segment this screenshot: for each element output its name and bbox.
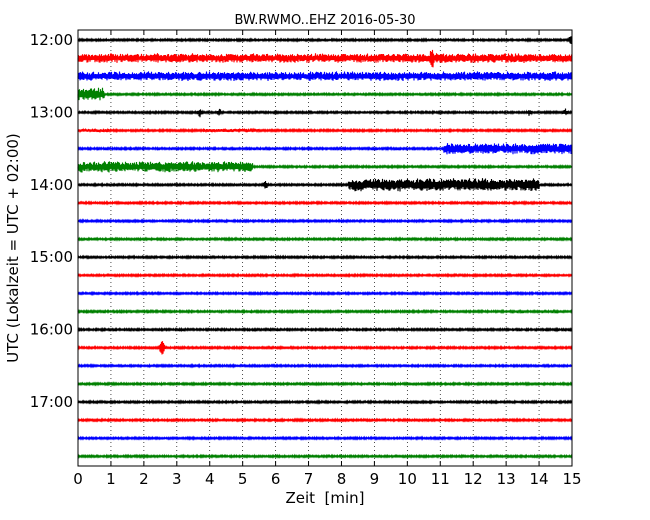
x-axis: 0 1 2 3 4 5 6 7 8 9 10 11 12 13 14 15 (73, 30, 582, 488)
plot-frame (77, 29, 573, 467)
x-tick-label: 9 (370, 470, 380, 488)
trace-line (77, 87, 573, 101)
x-axis-label: Zeit [min] (285, 489, 364, 507)
trace-line (77, 435, 573, 442)
y-tick-label: 13:00 (30, 103, 73, 121)
trace-line (77, 399, 573, 405)
x-tick-label: 2 (139, 470, 149, 488)
x-tick-label: 1 (106, 470, 116, 488)
trace-line (77, 161, 573, 173)
chart-title: BW.RWMO..EHZ 2016-05-30 (234, 13, 415, 28)
y-axis-label: UTC (Lokalzeit = UTC + 02:00) (4, 133, 22, 363)
trace-line (77, 362, 573, 369)
x-tick-label: 13 (497, 470, 516, 488)
y-tick-label: 17:00 (30, 393, 73, 411)
trace-line (77, 178, 573, 192)
trace-line (77, 127, 573, 134)
trace-line (77, 49, 573, 68)
trace-line (77, 272, 573, 279)
y-tick-label: 14:00 (30, 176, 73, 194)
x-tick-label: 8 (337, 470, 347, 488)
trace-line (77, 290, 573, 297)
trace-group (77, 36, 573, 460)
grid-lines (110, 30, 540, 466)
y-axis: 12:00 13:00 14:00 15:00 16:00 17:00 (30, 31, 572, 411)
x-tick-label: 12 (464, 470, 483, 488)
trace-line (77, 326, 573, 333)
x-tick-label: 4 (205, 470, 215, 488)
x-tick-label: 5 (238, 470, 248, 488)
y-tick-label: 15:00 (30, 248, 73, 266)
trace-line (77, 236, 573, 242)
y-tick-label: 12:00 (30, 31, 73, 49)
trace-line (77, 143, 573, 155)
x-tick-label: 11 (431, 470, 450, 488)
trace-line (77, 308, 573, 315)
trace-line (77, 453, 573, 460)
trace-line (77, 71, 573, 82)
trace-line (77, 200, 573, 206)
x-tick-label: 3 (172, 470, 182, 488)
trace-line (77, 341, 573, 355)
trace-line (77, 417, 573, 423)
trace-line (77, 381, 573, 387)
x-tick-label: 10 (398, 470, 417, 488)
trace-line (77, 108, 573, 118)
x-tick-label: 0 (73, 470, 83, 488)
x-tick-label: 15 (562, 470, 581, 488)
x-tick-label: 14 (530, 470, 549, 488)
x-tick-label: 7 (304, 470, 314, 488)
y-tick-label: 16:00 (30, 321, 73, 339)
trace-line (77, 36, 573, 44)
trace-line (77, 254, 573, 261)
trace-line (77, 218, 573, 224)
x-tick-label: 6 (271, 470, 281, 488)
